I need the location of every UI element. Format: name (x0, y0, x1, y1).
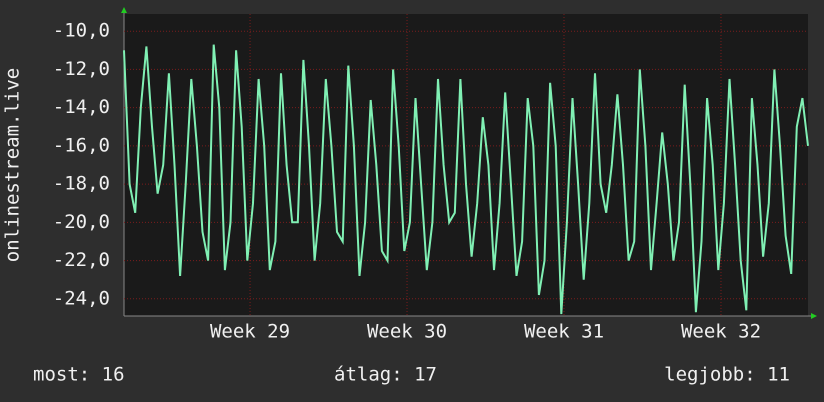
y-axis-label: onlinestream.live (2, 68, 24, 262)
x-tick-label: Week 29 (210, 321, 290, 343)
footer-best: legjobb: 11 (664, 364, 790, 386)
y-tick-label: -20,0 (53, 211, 110, 233)
x-tick-label: Week 32 (681, 321, 761, 343)
y-tick-label: -12,0 (53, 58, 110, 80)
y-tick-label: -10,0 (53, 20, 110, 42)
y-arrow (121, 7, 127, 13)
footer-current: most: 16 (33, 364, 125, 386)
y-tick-label: -14,0 (53, 96, 110, 118)
footer-average: átlag: 17 (334, 364, 437, 386)
y-tick-label: -24,0 (53, 287, 110, 309)
y-tick-label: -16,0 (53, 134, 110, 156)
y-tick-label: -18,0 (53, 173, 110, 195)
x-tick-label: Week 30 (367, 321, 447, 343)
data-line (123, 44, 809, 315)
x-tick-label: Week 31 (524, 321, 604, 343)
x-arrow (811, 313, 817, 319)
y-tick-label: -22,0 (53, 249, 110, 271)
